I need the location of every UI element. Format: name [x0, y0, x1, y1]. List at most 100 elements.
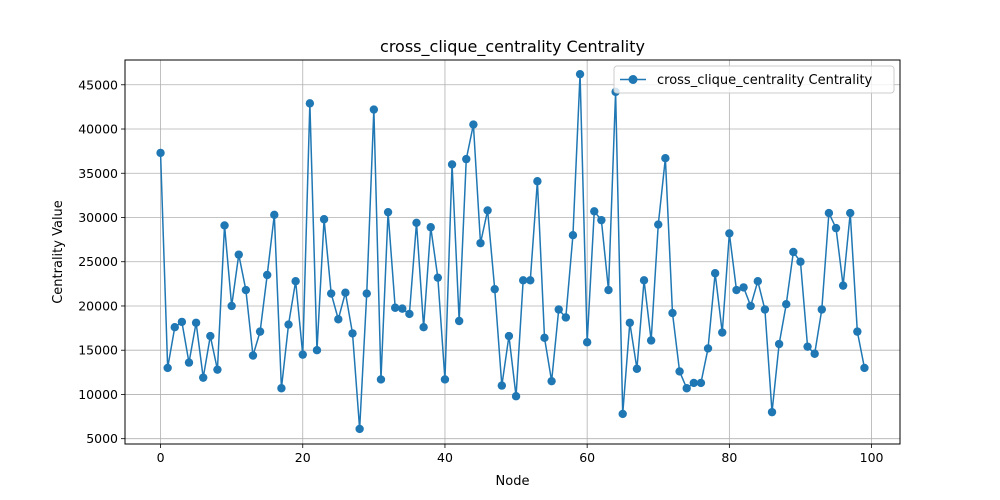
y-tick-label: 10000: [78, 387, 118, 402]
data-point: [447, 160, 457, 169]
data-point: [597, 215, 606, 225]
x-tick-label: 60: [579, 450, 595, 465]
x-tick-label: 80: [721, 450, 737, 465]
data-point: [540, 333, 549, 343]
data-point: [732, 285, 741, 295]
data-point: [270, 210, 279, 220]
data-point: [846, 208, 855, 218]
data-point: [483, 206, 492, 215]
y-ticks: 5000 10000 15000 20000 25000 30000 35000 40000 4…: [78, 77, 125, 446]
legend: cross_clique_centrality Centrality: [613, 65, 895, 94]
x-axis-label: Node: [496, 474, 530, 489]
data-point: [632, 364, 642, 373]
data-point: [810, 349, 819, 358]
data-point: [156, 148, 165, 158]
data-point: [618, 409, 627, 419]
data-point: [739, 283, 748, 292]
data-point: [682, 384, 691, 393]
data-point: [654, 220, 663, 229]
data-point: [675, 367, 684, 376]
data-point: [497, 381, 507, 390]
data-point: [163, 363, 172, 373]
data-point: [255, 327, 265, 336]
data-point: [326, 289, 336, 298]
data-point: [291, 277, 300, 286]
data-point: [568, 230, 578, 240]
data-point: [277, 384, 286, 393]
data-point: [824, 208, 834, 218]
data-point: [191, 318, 201, 327]
x-tick-label: 20: [295, 450, 311, 465]
data-point: [718, 328, 727, 337]
data-point: [426, 223, 435, 232]
data-point: [767, 407, 777, 417]
data-point: [390, 303, 400, 312]
y-tick-label: 45000: [78, 77, 118, 92]
data-point: [760, 305, 770, 314]
data-point: [476, 238, 485, 248]
data-point: [184, 358, 194, 367]
data-point: [348, 329, 357, 338]
data-point: [860, 363, 869, 373]
x-tick-label: 0: [157, 450, 165, 465]
data-point: [746, 301, 755, 311]
data-point: [298, 350, 307, 359]
y-tick-label: 20000: [78, 298, 118, 313]
data-point: [789, 247, 798, 257]
data-point: [625, 318, 635, 327]
data-point: [575, 69, 585, 79]
data-point: [547, 376, 556, 386]
data-point: [689, 378, 699, 388]
data-point: [248, 351, 258, 360]
data-point: [319, 215, 329, 224]
data-point: [312, 346, 322, 355]
x-ticks: 0 20 40 60 80 100: [157, 444, 884, 465]
data-point: [454, 316, 464, 326]
y-tick-label: 30000: [78, 210, 118, 225]
axes-frame: [124, 59, 901, 445]
data-point: [263, 270, 272, 280]
data-point: [696, 378, 706, 388]
data-point: [341, 288, 350, 297]
y-tick-label: 35000: [78, 166, 118, 181]
data-point: [362, 289, 371, 298]
data-point: [554, 305, 563, 314]
data-point: [504, 331, 514, 341]
data-point: [590, 207, 599, 216]
data-point: [710, 269, 720, 278]
y-tick-label: 25000: [78, 254, 118, 269]
y-tick-label: 15000: [78, 343, 118, 358]
data-point: [604, 285, 613, 295]
data-point: [440, 375, 450, 384]
data-point: [803, 342, 812, 351]
data-point: [646, 336, 656, 345]
series-line: [159, 73, 866, 430]
data-point: [774, 339, 784, 349]
chart-title: cross_clique_centrality Centrality: [380, 37, 645, 57]
data-point: [661, 154, 670, 163]
series-group: [156, 69, 869, 434]
data-point: [753, 277, 762, 286]
data-point: [518, 276, 528, 285]
data-point: [526, 276, 535, 285]
x-tick-label: 100: [860, 450, 884, 465]
data-point: [284, 320, 293, 329]
data-point: [398, 304, 407, 313]
data-point: [199, 373, 208, 382]
legend-box: [613, 65, 895, 94]
data-point: [796, 257, 805, 266]
data-point: [817, 305, 826, 314]
data-point: [433, 273, 443, 282]
data-point: [668, 308, 677, 318]
data-point: [177, 317, 187, 327]
data-point: [234, 250, 243, 259]
legend-marker: [628, 75, 638, 84]
data-point: [462, 154, 471, 164]
data-point: [305, 99, 315, 108]
data-point: [533, 177, 542, 186]
x-tick-label: 40: [437, 450, 453, 465]
data-point: [412, 218, 421, 227]
data-point: [831, 223, 841, 233]
data-point: [355, 424, 364, 434]
